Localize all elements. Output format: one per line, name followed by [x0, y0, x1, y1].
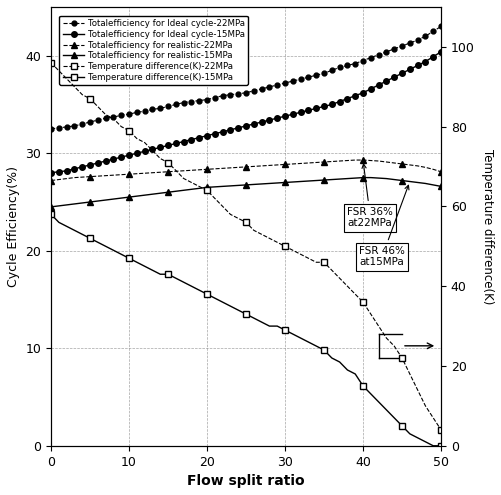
Temperature difference(K)-15MPa	[48, 211, 54, 217]
Totalefficiency for Ideal cycle-15MPa	[306, 107, 312, 113]
Temperature difference(K)-15MPa	[173, 275, 179, 281]
Totalefficiency for Ideal cycle-15MPa	[134, 150, 140, 156]
Text: FSR 36%
at22MPa: FSR 36% at22MPa	[347, 164, 393, 229]
Totalefficiency for Ideal cycle-22MPa	[430, 28, 436, 34]
Temperature difference(K)-15MPa	[306, 339, 312, 345]
Totalefficiency for realistic-15MPa	[438, 184, 444, 190]
Temperature difference(K)-22MPa	[430, 415, 436, 421]
Totalefficiency for Ideal cycle-22MPa	[329, 67, 335, 73]
Totalefficiency for realistic-22MPa	[134, 171, 140, 177]
Totalefficiency for Ideal cycle-22MPa	[438, 23, 444, 29]
Temperature difference(K)-22MPa	[165, 159, 171, 165]
Totalefficiency for realistic-15MPa	[329, 177, 335, 183]
Line: Totalefficiency for realistic-22MPa: Totalefficiency for realistic-22MPa	[48, 157, 444, 183]
Line: Temperature difference(K)-22MPa: Temperature difference(K)-22MPa	[48, 60, 444, 433]
Line: Temperature difference(K)-15MPa: Temperature difference(K)-15MPa	[48, 211, 444, 449]
Totalefficiency for Ideal cycle-15MPa	[438, 49, 444, 55]
Totalefficiency for realistic-15MPa	[430, 182, 436, 188]
Line: Totalefficiency for Ideal cycle-15MPa: Totalefficiency for Ideal cycle-15MPa	[48, 49, 444, 176]
Totalefficiency for Ideal cycle-15MPa	[165, 143, 171, 148]
Totalefficiency for realistic-15MPa	[48, 204, 54, 210]
Totalefficiency for Ideal cycle-22MPa	[48, 126, 54, 132]
Totalefficiency for realistic-15MPa	[165, 189, 171, 195]
Totalefficiency for realistic-22MPa	[48, 178, 54, 184]
Temperature difference(K)-22MPa	[134, 136, 140, 142]
Totalefficiency for realistic-15MPa	[360, 175, 366, 181]
Totalefficiency for realistic-15MPa	[306, 178, 312, 184]
Totalefficiency for Ideal cycle-22MPa	[173, 101, 179, 107]
Totalefficiency for Ideal cycle-15MPa	[329, 101, 335, 107]
Totalefficiency for Ideal cycle-15MPa	[173, 141, 179, 147]
Temperature difference(K)-15MPa	[430, 443, 436, 449]
Temperature difference(K)-15MPa	[329, 355, 335, 361]
Y-axis label: Temperature difference(K): Temperature difference(K)	[481, 148, 494, 304]
Text: FSR 46%
at15MPa: FSR 46% at15MPa	[359, 185, 409, 267]
Legend: Totalefficiency for Ideal cycle-22MPa, Totalefficiency for Ideal cycle-15MPa, To: Totalefficiency for Ideal cycle-22MPa, T…	[59, 16, 248, 85]
Totalefficiency for realistic-22MPa	[438, 169, 444, 175]
Temperature difference(K)-22MPa	[438, 427, 444, 433]
X-axis label: Flow split ratio: Flow split ratio	[187, 474, 305, 488]
Totalefficiency for Ideal cycle-22MPa	[306, 74, 312, 80]
Totalefficiency for realistic-22MPa	[173, 168, 179, 174]
Temperature difference(K)-15MPa	[134, 259, 140, 265]
Temperature difference(K)-22MPa	[306, 255, 312, 261]
Totalefficiency for realistic-22MPa	[306, 160, 312, 166]
Totalefficiency for realistic-22MPa	[430, 166, 436, 172]
Totalefficiency for Ideal cycle-15MPa	[48, 170, 54, 176]
Totalefficiency for realistic-22MPa	[329, 158, 335, 164]
Temperature difference(K)-15MPa	[422, 439, 428, 445]
Totalefficiency for realistic-15MPa	[173, 188, 179, 194]
Temperature difference(K)-15MPa	[438, 443, 444, 449]
Totalefficiency for Ideal cycle-15MPa	[430, 54, 436, 60]
Totalefficiency for realistic-15MPa	[134, 193, 140, 199]
Temperature difference(K)-22MPa	[48, 60, 54, 66]
Temperature difference(K)-22MPa	[173, 167, 179, 173]
Temperature difference(K)-22MPa	[329, 267, 335, 273]
Totalefficiency for Ideal cycle-22MPa	[134, 109, 140, 115]
Totalefficiency for Ideal cycle-22MPa	[165, 103, 171, 109]
Temperature difference(K)-15MPa	[165, 271, 171, 277]
Line: Totalefficiency for Ideal cycle-22MPa: Totalefficiency for Ideal cycle-22MPa	[49, 24, 443, 131]
Totalefficiency for realistic-22MPa	[352, 157, 358, 163]
Totalefficiency for realistic-22MPa	[165, 169, 171, 175]
Y-axis label: Cycle Efficiency(%): Cycle Efficiency(%)	[7, 166, 20, 287]
Line: Totalefficiency for realistic-15MPa: Totalefficiency for realistic-15MPa	[48, 174, 444, 210]
